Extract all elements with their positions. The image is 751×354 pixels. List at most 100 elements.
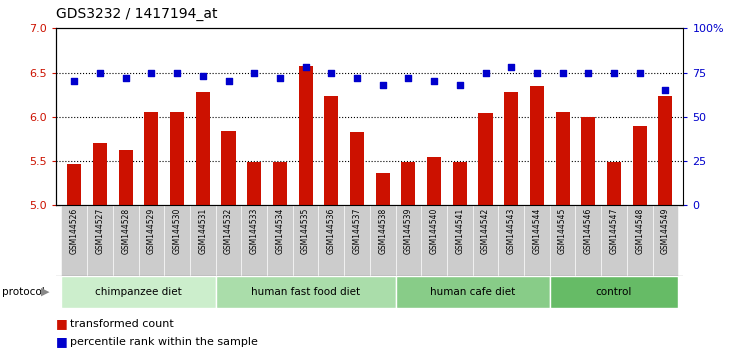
Bar [524, 205, 550, 276]
Bar [293, 205, 318, 276]
Bar [273, 162, 287, 205]
Bar [472, 205, 499, 276]
Bar [478, 113, 493, 205]
Text: GSM144533: GSM144533 [250, 207, 258, 254]
Point [146, 70, 158, 75]
Bar [247, 162, 261, 205]
Text: GSM144542: GSM144542 [481, 207, 490, 254]
Point [119, 75, 131, 81]
Bar [659, 96, 672, 205]
Text: GSM144527: GSM144527 [95, 207, 104, 254]
Text: GDS3232 / 1417194_at: GDS3232 / 1417194_at [56, 7, 218, 21]
Text: GSM144538: GSM144538 [379, 207, 388, 254]
Text: human fast food diet: human fast food diet [251, 287, 360, 297]
Text: ■: ■ [56, 318, 68, 330]
Bar [504, 92, 518, 205]
Bar [190, 205, 216, 276]
Bar [139, 205, 164, 276]
Point [608, 70, 620, 75]
Bar [350, 132, 364, 205]
Point [479, 70, 491, 75]
Text: GSM144534: GSM144534 [276, 207, 285, 254]
Text: GSM144543: GSM144543 [507, 207, 516, 254]
Bar [241, 205, 267, 276]
Text: GSM144528: GSM144528 [121, 207, 130, 253]
Text: GSM144546: GSM144546 [584, 207, 593, 254]
Bar [324, 96, 339, 205]
Bar [267, 205, 293, 276]
Bar [376, 172, 390, 205]
Point [403, 75, 415, 81]
Text: GSM144536: GSM144536 [327, 207, 336, 254]
Bar [62, 276, 216, 308]
Point [659, 87, 671, 93]
Text: GSM144529: GSM144529 [147, 207, 156, 254]
Bar [575, 205, 601, 276]
Bar [299, 67, 312, 205]
Text: GSM144535: GSM144535 [301, 207, 310, 254]
Bar [499, 205, 524, 276]
Point [377, 82, 389, 88]
Bar [530, 86, 544, 205]
Bar [144, 112, 158, 205]
Point [274, 75, 286, 81]
Bar [550, 276, 678, 308]
Text: GSM144532: GSM144532 [224, 207, 233, 254]
Point [351, 75, 363, 81]
Text: chimpanzee diet: chimpanzee diet [95, 287, 182, 297]
Bar [627, 205, 653, 276]
Bar [447, 205, 472, 276]
Text: ▶: ▶ [41, 287, 50, 297]
Bar [62, 205, 87, 276]
Bar [87, 205, 113, 276]
Point [300, 64, 312, 70]
Point [249, 70, 261, 75]
Text: ■: ■ [56, 335, 68, 348]
Bar [93, 143, 107, 205]
Bar [581, 117, 596, 205]
Bar [653, 205, 678, 276]
Text: GSM144541: GSM144541 [455, 207, 464, 254]
Bar [550, 205, 575, 276]
Text: GSM144547: GSM144547 [610, 207, 619, 254]
Point [531, 70, 543, 75]
Point [582, 70, 594, 75]
Bar [164, 205, 190, 276]
Text: GSM144530: GSM144530 [173, 207, 182, 254]
Bar [216, 205, 241, 276]
Bar [421, 205, 447, 276]
Bar [607, 162, 621, 205]
Bar [427, 157, 441, 205]
Bar [344, 205, 369, 276]
Point [325, 70, 337, 75]
Bar [401, 162, 415, 205]
Text: GSM144531: GSM144531 [198, 207, 207, 254]
Bar [453, 162, 467, 205]
Bar [601, 205, 627, 276]
Point [68, 79, 80, 84]
Bar [196, 92, 210, 205]
Bar [556, 112, 570, 205]
Text: GSM144544: GSM144544 [532, 207, 541, 254]
Point [505, 64, 517, 70]
Bar [318, 205, 344, 276]
Bar [113, 205, 139, 276]
Point [454, 82, 466, 88]
Bar [68, 164, 81, 205]
Point [556, 70, 569, 75]
Bar [216, 276, 396, 308]
Text: GSM144540: GSM144540 [430, 207, 439, 254]
Text: GSM144548: GSM144548 [635, 207, 644, 254]
Point [428, 79, 440, 84]
Bar [632, 126, 647, 205]
Point [197, 73, 209, 79]
Point [171, 70, 183, 75]
Text: GSM144549: GSM144549 [661, 207, 670, 254]
Text: percentile rank within the sample: percentile rank within the sample [70, 337, 258, 347]
Text: transformed count: transformed count [70, 319, 173, 329]
Text: protocol: protocol [2, 287, 45, 297]
Text: GSM144539: GSM144539 [404, 207, 413, 254]
Bar [396, 276, 550, 308]
Bar [369, 205, 396, 276]
Text: GSM144537: GSM144537 [352, 207, 361, 254]
